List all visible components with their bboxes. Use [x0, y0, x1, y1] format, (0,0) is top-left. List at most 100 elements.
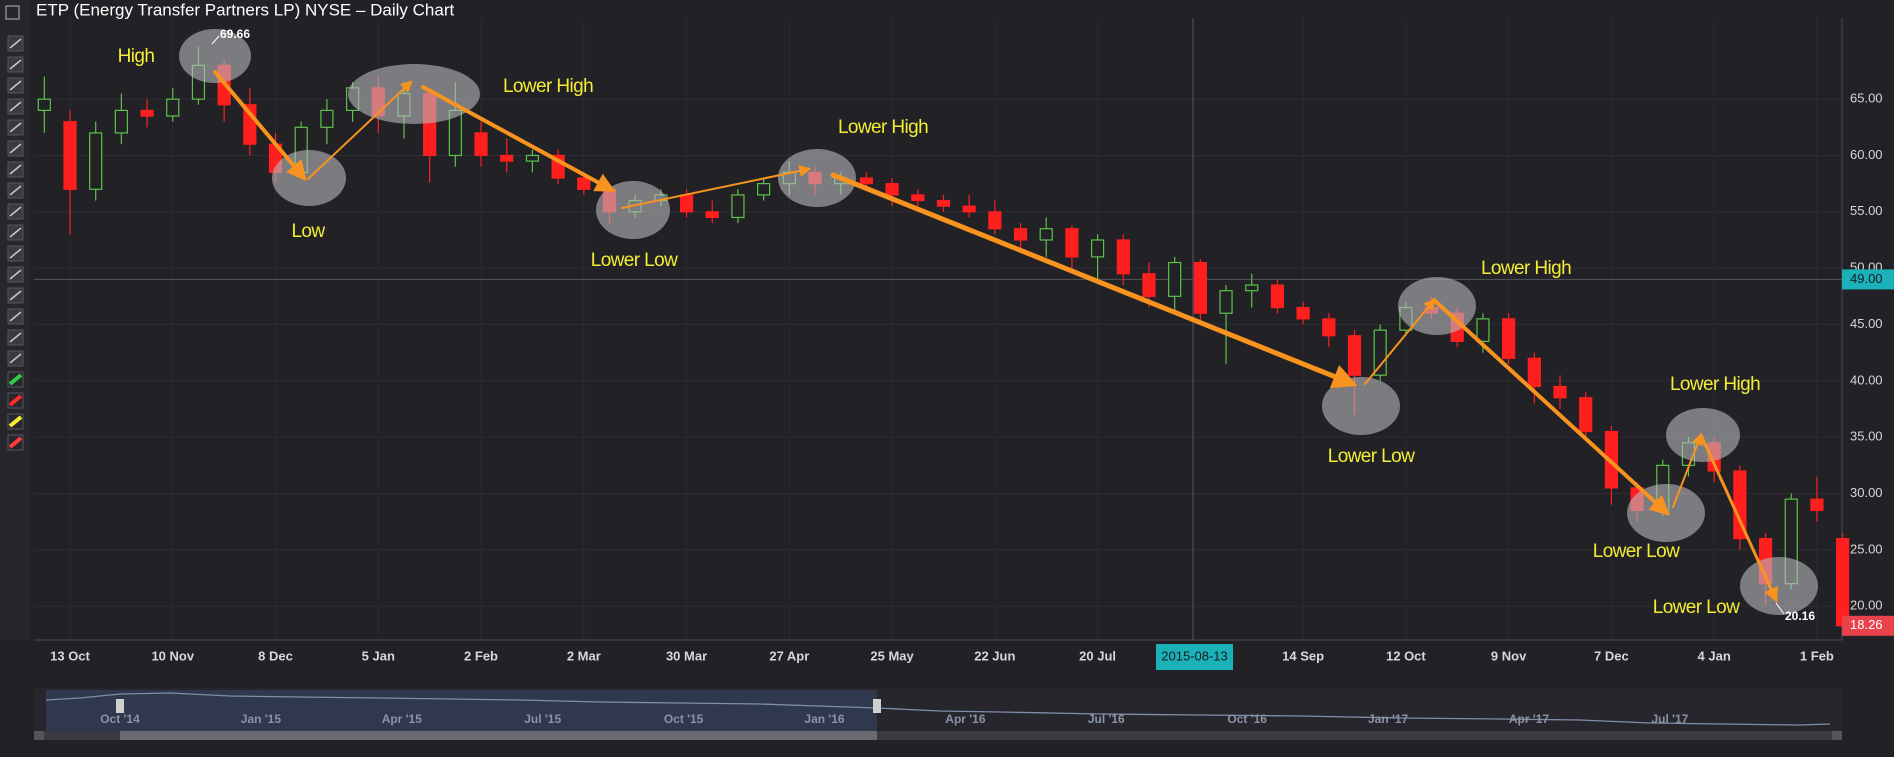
tool-icon-glyph: [9, 227, 22, 238]
y-tick-label: 65.00: [1850, 91, 1883, 106]
tool-icon: [5, 5, 20, 20]
x-tick-label: 2 Mar: [567, 648, 601, 663]
y-tick-label: 55.00: [1850, 203, 1883, 218]
navigator-label: Apr '16: [945, 712, 986, 726]
candle-body: [1836, 537, 1850, 627]
navigator-handle[interactable]: [873, 699, 881, 713]
navigator: Oct '14 Jan '15 Apr '15 Jul '15 Oct '15 Jan '…: [34, 688, 1842, 740]
x-tick-label: 4 Jan: [1698, 648, 1731, 663]
tool-icon: [7, 413, 24, 430]
annotation-label: Lower High: [503, 76, 593, 97]
candle-body: [705, 211, 719, 219]
candle-body: [988, 211, 1002, 230]
candle-body: [1553, 385, 1567, 399]
tool-icon: [7, 371, 24, 388]
candle-body: [1039, 228, 1053, 241]
arrow: [621, 165, 812, 209]
candle-body: [474, 132, 488, 157]
y-tick-label: 30.00: [1850, 485, 1883, 500]
scroll-right-button[interactable]: [1832, 731, 1842, 740]
candle-body: [89, 132, 103, 190]
last-price-box: [1842, 615, 1894, 636]
arrow: [307, 80, 413, 180]
navigator-selection[interactable]: [46, 690, 877, 732]
tool-icon-glyph: [9, 353, 22, 364]
annotation-label: Lower Low: [1653, 597, 1740, 618]
candle-body: [1193, 261, 1207, 314]
tool-icon-glyph: [9, 269, 22, 280]
high-value-label: 69.66: [220, 27, 250, 41]
x-tick-label: 8 Dec: [258, 648, 293, 663]
candle-body: [885, 183, 899, 196]
tool-icon-glyph: [9, 122, 22, 133]
annotation-label: Lower High: [1670, 374, 1760, 395]
highlight-ellipse: [348, 64, 480, 124]
candles: [37, 46, 1850, 629]
annotation-label: Lower Low: [1328, 446, 1415, 467]
annotation-label: High: [118, 46, 155, 67]
arrow: [421, 85, 616, 192]
annotation-label: Lower High: [838, 117, 928, 138]
y-tick-label: 40.00: [1850, 372, 1883, 387]
y-tick-label: 35.00: [1850, 429, 1883, 444]
navigator-label: Apr '17: [1509, 712, 1550, 726]
tool-icon-glyph: [8, 373, 23, 386]
highlight-ellipse: [179, 29, 251, 83]
navigator-labels: Oct '14 Jan '15 Apr '15 Jul '15 Oct '15 Jan '…: [100, 712, 1688, 726]
arrow: [830, 172, 1358, 389]
arrow: [1364, 298, 1436, 385]
candle-body: [577, 177, 591, 190]
candle-body: [1142, 273, 1156, 297]
x-tick-label: 13 Oct: [50, 648, 90, 663]
candle-body: [1168, 261, 1182, 297]
highlight-ellipse: [596, 181, 670, 239]
x-tick-label: 25 May: [870, 648, 914, 663]
highlight-ellipse: [778, 149, 856, 207]
crosshair-price-label: 49.00: [1850, 271, 1883, 286]
scrollbar-track: [34, 731, 1842, 740]
candle-body: [962, 205, 976, 213]
annotation-label: Low: [291, 221, 325, 242]
y-tick-label: 20.00: [1850, 598, 1883, 613]
highlight-ellipse: [1666, 408, 1740, 462]
candle-body: [1219, 290, 1233, 314]
tool-icon-glyph: [9, 164, 22, 175]
candle-body: [1476, 318, 1490, 342]
navigator-label: Jul '17: [1651, 712, 1688, 726]
navigator-label: Oct '14: [100, 712, 140, 726]
tool-icon-glyph: [8, 394, 23, 407]
candle-body: [1296, 306, 1310, 320]
navigator-handle[interactable]: [116, 699, 124, 713]
annotation-label: Lower Low: [591, 250, 678, 271]
candle-body: [679, 194, 694, 213]
candle-body: [757, 183, 771, 196]
tool-icon: [7, 392, 24, 409]
label-pointer: [1775, 602, 1785, 615]
tool-icon-glyph: [9, 185, 22, 196]
candle-body: [166, 98, 180, 117]
candle-body: [1116, 239, 1130, 275]
toolbar-icons: [5, 5, 24, 451]
arrows: [213, 70, 1778, 603]
candle-body: [1373, 329, 1387, 376]
label-pointer: [211, 35, 220, 45]
annotations: High Low Lower High Lower Low Lower High…: [118, 27, 1818, 623]
tool-icon-glyph: [9, 80, 22, 91]
candle-body: [859, 177, 873, 185]
y-tick-label: 45.00: [1850, 316, 1883, 331]
x-tick-label: 27 Apr: [769, 648, 809, 663]
candle-body: [320, 109, 334, 128]
tool-icon-glyph: [9, 101, 22, 112]
candle-body: [1065, 228, 1079, 258]
x-tick-label: 22 Jun: [974, 648, 1015, 663]
highlight-ellipse: [1740, 557, 1818, 615]
tool-icon-glyph: [8, 415, 23, 428]
scrollbar-thumb[interactable]: [120, 731, 877, 740]
scroll-left-button[interactable]: [34, 731, 44, 740]
candle-body: [1579, 397, 1593, 433]
tool-icon-glyph: [9, 59, 22, 70]
candle-body: [1527, 357, 1541, 388]
y-tick-label: 25.00: [1850, 541, 1883, 556]
x-tick-label: 12 Oct: [1386, 648, 1426, 663]
